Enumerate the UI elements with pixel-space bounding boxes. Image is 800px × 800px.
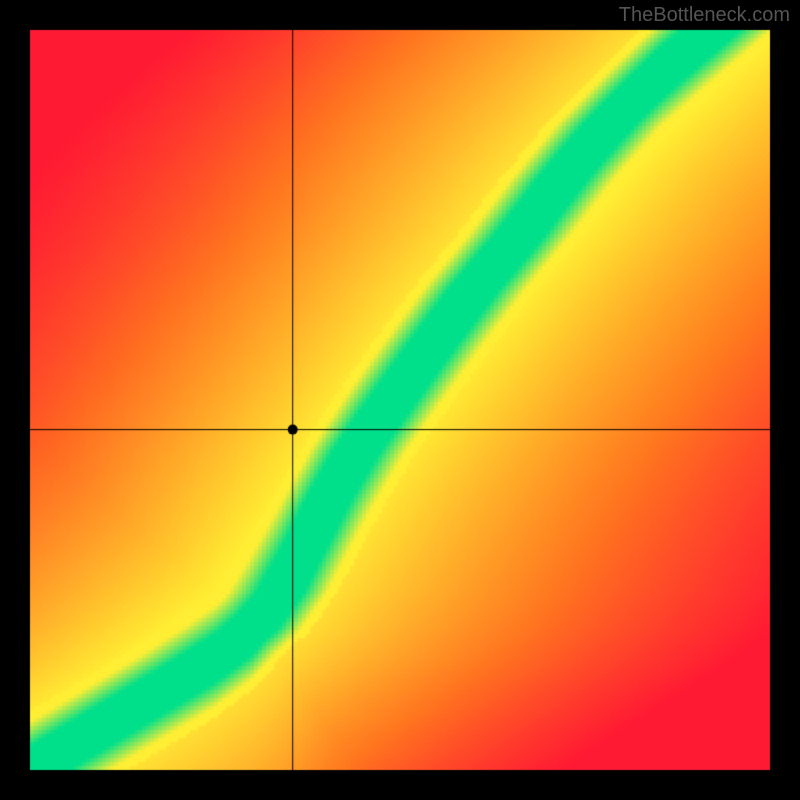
bottleneck-heatmap (0, 0, 800, 800)
watermark-text: TheBottleneck.com (619, 4, 790, 27)
chart-container: { "watermark": { "text": "TheBottleneck.… (0, 0, 800, 800)
